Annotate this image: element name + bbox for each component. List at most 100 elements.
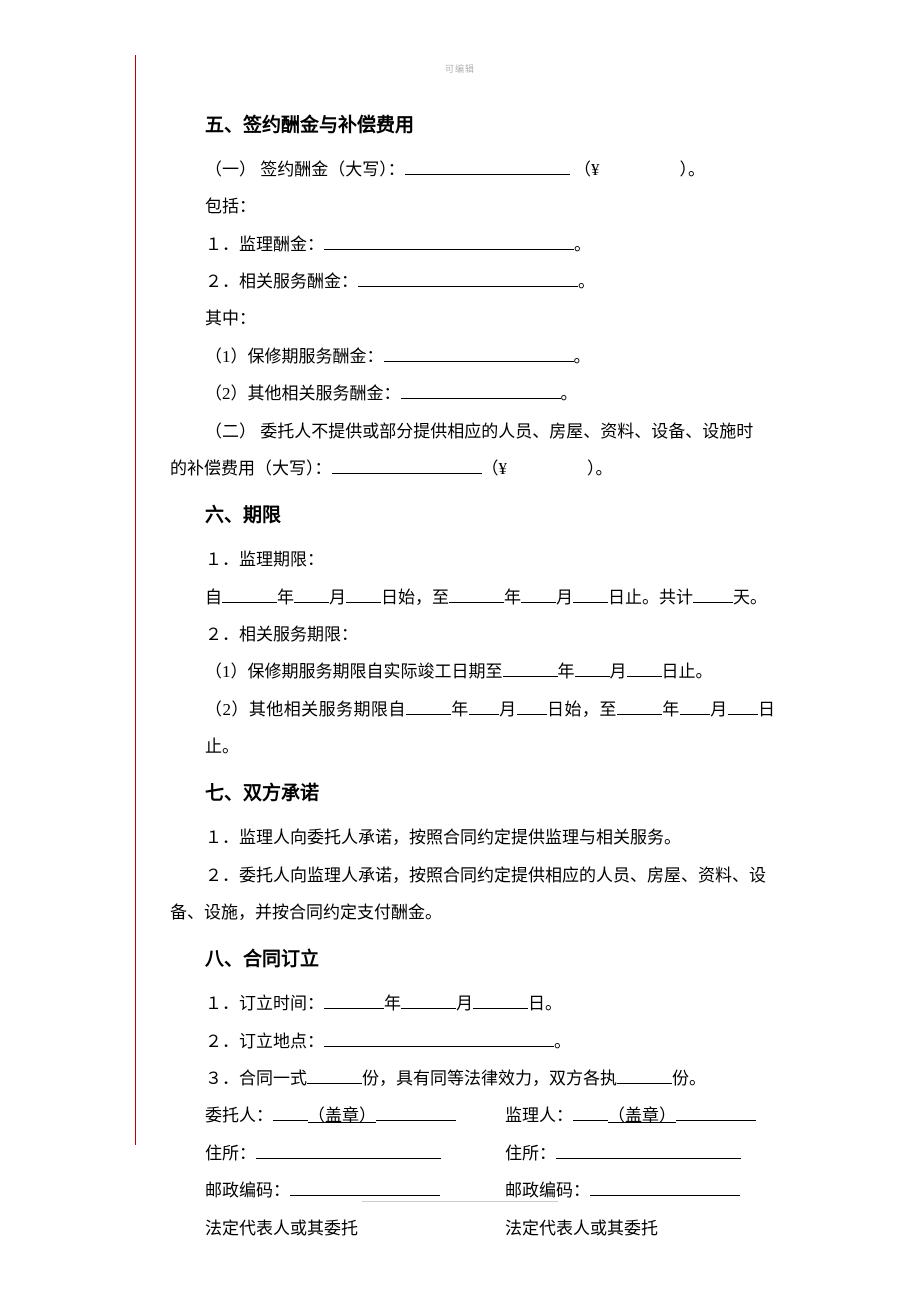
text: （2）其他相关服务期限自 bbox=[205, 700, 406, 719]
blank-field[interactable] bbox=[503, 660, 558, 677]
text: 份，具有同等法律效力，双方各执 bbox=[362, 1069, 617, 1088]
section-6-date-range: 自年月日始，至年月日止。共计天。 bbox=[170, 579, 775, 616]
blank-field[interactable] bbox=[473, 992, 528, 1009]
left-rep: 法定代表人或其委托 bbox=[205, 1210, 475, 1247]
text: 日。 bbox=[528, 994, 562, 1013]
section-5-among-2: （2）其他相关服务酬金：。 bbox=[170, 375, 775, 412]
text: 月 bbox=[329, 588, 346, 607]
text: 。 bbox=[554, 1032, 571, 1051]
right-column: 监理人：（盖章） 住所： 邮政编码： 法定代表人或其委托 bbox=[505, 1097, 775, 1247]
section-5-item-2-line-2: 的补偿费用（大写）：（¥）。 bbox=[170, 450, 775, 487]
seal-text: （盖章） bbox=[608, 1106, 676, 1125]
section-6-heading: 六、期限 bbox=[170, 495, 775, 537]
text: 邮政编码： bbox=[505, 1181, 590, 1200]
blank-field[interactable] bbox=[693, 586, 733, 603]
text: ２．订立地点： bbox=[205, 1032, 324, 1051]
text: 。 bbox=[561, 384, 578, 403]
section-5-sub-1: １．监理酬金：。 bbox=[170, 226, 775, 263]
blank-field[interactable] bbox=[406, 698, 451, 715]
watermark-text: 可编辑 bbox=[445, 62, 475, 75]
text: 年 bbox=[662, 700, 680, 719]
signature-columns: 委托人：（盖章） 住所： 邮政编码： 法定代表人或其委托 监理人： （盖章） bbox=[205, 1097, 775, 1247]
text: （¥ bbox=[574, 160, 600, 179]
blank-field[interactable] bbox=[273, 1104, 308, 1121]
blank-field[interactable] bbox=[222, 586, 277, 603]
text: （1）保修期服务酬金： bbox=[205, 347, 384, 366]
text: 监理人： bbox=[505, 1106, 573, 1125]
section-7-p2-line-2: 备、设施，并按合同约定支付酬金。 bbox=[170, 894, 775, 931]
section-8-s2: ２．订立地点： 。 bbox=[170, 1023, 775, 1060]
blank-field[interactable] bbox=[401, 992, 456, 1009]
blank-field[interactable] bbox=[590, 1179, 740, 1196]
section-6-sub-1: １．监理期限： bbox=[170, 541, 775, 578]
text: 邮政编码： bbox=[205, 1181, 290, 1200]
blank-field[interactable] bbox=[449, 586, 504, 603]
document-page: 可编辑 五、签约酬金与补偿费用 （一） 签约酬金（大写）： （¥）。 包括： １… bbox=[0, 0, 920, 1297]
left-column: 委托人：（盖章） 住所： 邮政编码： 法定代表人或其委托 bbox=[205, 1097, 475, 1247]
text: 日始，至 bbox=[547, 700, 617, 719]
blank-field[interactable] bbox=[405, 158, 570, 175]
blank-field[interactable] bbox=[556, 1142, 741, 1159]
blank-field[interactable] bbox=[575, 660, 610, 677]
text: 住所： bbox=[205, 1144, 256, 1163]
blank-field[interactable] bbox=[256, 1142, 441, 1159]
blank-field[interactable] bbox=[307, 1067, 362, 1084]
blank-field[interactable] bbox=[384, 345, 574, 362]
section-6-sub-2-1: （1）保修期服务期限自实际竣工日期至年月日止。 bbox=[170, 653, 775, 690]
blank-field[interactable] bbox=[346, 586, 381, 603]
blank-field[interactable] bbox=[401, 382, 561, 399]
blank-field[interactable] bbox=[676, 1104, 756, 1121]
footer-dotted-line bbox=[363, 1201, 558, 1202]
blank-field[interactable] bbox=[358, 270, 578, 287]
section-6-sub-2: ２．相关服务期限： bbox=[170, 616, 775, 653]
blank-field[interactable] bbox=[573, 586, 608, 603]
left-party: 委托人：（盖章） bbox=[205, 1097, 475, 1134]
section-8-s1: １．订立时间：年月日。 bbox=[170, 985, 775, 1022]
text: 日止。 bbox=[662, 662, 713, 681]
text: 。 bbox=[574, 235, 591, 254]
right-party: 监理人： （盖章） bbox=[505, 1097, 775, 1134]
section-8-s3: ３．合同一式份，具有同等法律效力，双方各执份。 bbox=[170, 1060, 775, 1097]
blank-field[interactable] bbox=[728, 698, 758, 715]
blank-field[interactable] bbox=[324, 992, 384, 1009]
section-5-sub-2: ２．相关服务酬金： 。 bbox=[170, 263, 775, 300]
blank-field[interactable] bbox=[517, 698, 547, 715]
blank-field[interactable] bbox=[521, 586, 556, 603]
right-rep: 法定代表人或其委托 bbox=[505, 1210, 775, 1247]
text: 。 bbox=[578, 272, 595, 291]
blank-field[interactable] bbox=[573, 1104, 608, 1121]
text: 年 bbox=[277, 588, 294, 607]
blank-field[interactable] bbox=[324, 1030, 554, 1047]
margin-rule bbox=[135, 55, 136, 1145]
text: 自 bbox=[205, 588, 222, 607]
left-addr: 住所： bbox=[205, 1135, 475, 1172]
blank-field[interactable] bbox=[680, 698, 710, 715]
right-postal: 邮政编码： bbox=[505, 1172, 775, 1209]
blank-field[interactable] bbox=[617, 698, 662, 715]
text: 。 bbox=[574, 347, 591, 366]
text: 年 bbox=[384, 994, 401, 1013]
text: （1）保修期服务期限自实际竣工日期至 bbox=[205, 662, 503, 681]
blank-field[interactable] bbox=[376, 1104, 456, 1121]
blank-field[interactable] bbox=[627, 660, 662, 677]
text: 年 bbox=[504, 588, 521, 607]
text: ２．相关服务酬金： bbox=[205, 272, 358, 291]
document-content: 五、签约酬金与补偿费用 （一） 签约酬金（大写）： （¥）。 包括： １．监理酬… bbox=[170, 105, 775, 1247]
text: ）。 bbox=[587, 459, 613, 478]
text: 月 bbox=[710, 700, 728, 719]
blank-field[interactable] bbox=[294, 586, 329, 603]
blank-field[interactable] bbox=[332, 457, 482, 474]
text: 的补偿费用（大写）： bbox=[170, 459, 332, 478]
section-7-p2-line-1: ２．委托人向监理人承诺，按照合同约定提供相应的人员、房屋、资料、设 bbox=[170, 857, 775, 894]
section-5-item-2-line-1: （二） 委托人不提供或部分提供相应的人员、房屋、资料、设备、设施时 bbox=[170, 413, 775, 450]
text: ３．合同一式 bbox=[205, 1069, 307, 1088]
blank-field[interactable] bbox=[469, 698, 499, 715]
text: 年 bbox=[558, 662, 575, 681]
blank-field[interactable] bbox=[290, 1179, 440, 1196]
text: 委托人： bbox=[205, 1106, 273, 1125]
blank-field[interactable] bbox=[324, 233, 574, 250]
section-8-heading: 八、合同订立 bbox=[170, 939, 775, 981]
blank-field[interactable] bbox=[617, 1067, 672, 1084]
section-5-among: 其中： bbox=[170, 300, 775, 337]
text: 日始，至 bbox=[381, 588, 449, 607]
